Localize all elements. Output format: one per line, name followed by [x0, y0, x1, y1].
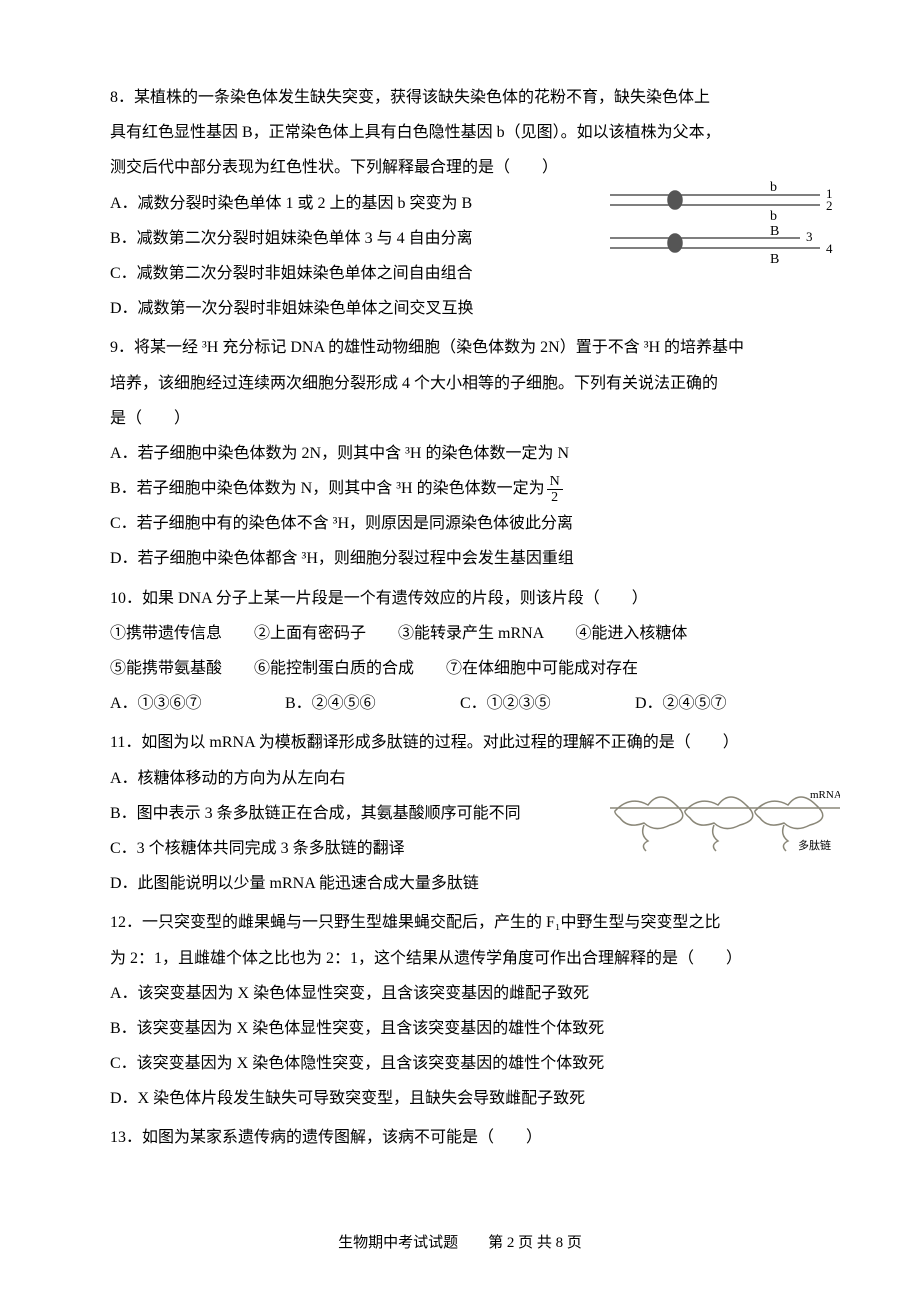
q12-option-d: D．X 染色体片段发生缺失可导致突变型，且缺失会导致雌配子致死	[110, 1081, 810, 1116]
question-13: 13．如图为某家系遗传病的遗传图解，该病不可能是（ ）	[110, 1120, 810, 1155]
label-B2: B	[770, 252, 779, 267]
q9-option-d: D．若子细胞中染色体都含 ³H，则细胞分裂过程中会发生基因重组	[110, 541, 810, 576]
ribosome-diagram-icon: mRNA 多肽链	[610, 783, 840, 853]
q12-stem-line1: 12．一只突变型的雌果蝇与一只野生型雄果蝇交配后，产生的 F₁中野生型与突变型之…	[110, 905, 810, 940]
question-9: 9．将某一经 ³H 充分标记 DNA 的雄性动物细胞（染色体数为 2N）置于不含…	[110, 330, 810, 576]
q9-b-text: B．若子细胞中染色体数为 N，则其中含 ³H 的染色体数一定为	[110, 480, 545, 497]
label-b1: b	[770, 180, 777, 195]
q10-option-d: D．②④⑤⑦	[635, 686, 810, 721]
q8-stem-line1: 8．某植株的一条染色体发生缺失突变，获得该缺失染色体的花粉不育，缺失染色体上	[110, 80, 810, 115]
q12-option-c: C．该突变基因为 X 染色体隐性突变，且含该突变基因的雄性个体致死	[110, 1046, 810, 1081]
q10-option-b: B．②④⑤⑥	[285, 686, 460, 721]
q9-stem-line1: 9．将某一经 ³H 充分标记 DNA 的雄性动物细胞（染色体数为 2N）置于不含…	[110, 330, 810, 365]
q9-option-c: C．若子细胞中有的染色体不含 ³H，则原因是同源染色体彼此分离	[110, 506, 810, 541]
question-8: 8．某植株的一条染色体发生缺失突变，获得该缺失染色体的花粉不育，缺失染色体上 具…	[110, 80, 810, 326]
q11-stem: 11．如图为以 mRNA 为模板翻译形成多肽链的过程。对此过程的理解不正确的是（…	[110, 725, 810, 760]
q9-stem-line2: 培养，该细胞经过连续两次细胞分裂形成 4 个大小相等的子细胞。下列有关说法正确的	[110, 366, 810, 401]
label-b2: b	[770, 209, 777, 224]
q10-option-a: A．①③⑥⑦	[110, 686, 285, 721]
label-3: 3	[806, 229, 813, 244]
question-10: 10．如果 DNA 分子上某一片段是一个有遗传效应的片段，则该片段（ ） ①携带…	[110, 581, 810, 722]
q12-option-a: A．该突变基因为 X 染色体显性突变，且含该突变基因的雌配子致死	[110, 976, 810, 1011]
q13-stem: 13．如图为某家系遗传病的遗传图解，该病不可能是（ ）	[110, 1120, 810, 1155]
q12-option-b: B．该突变基因为 X 染色体显性突变，且含该突变基因的雄性个体致死	[110, 1011, 810, 1046]
chromosome-diagram-icon: b b B B 1 2 3 4	[600, 180, 840, 270]
fraction-icon: N2	[547, 474, 563, 506]
q10-line2: ⑤能携带氨基酸 ⑥能控制蛋白质的合成 ⑦在体细胞中可能成对存在	[110, 651, 810, 686]
page-footer: 生物期中考试试题 第 2 页 共 8 页	[0, 1231, 920, 1252]
label-mrna: mRNA	[810, 789, 840, 801]
label-4: 4	[826, 241, 833, 256]
question-12: 12．一只突变型的雌果蝇与一只野生型雄果蝇交配后，产生的 F₁中野生型与突变型之…	[110, 905, 810, 1116]
q10-option-c: C．①②③⑤	[460, 686, 635, 721]
q12-stem-line2: 为 2：1，且雌雄个体之比也为 2：1，这个结果从遗传学角度可作出合理解释的是（…	[110, 941, 810, 976]
q8-stem-line2: 具有红色显性基因 B，正常染色体上具有白色隐性基因 b（见图）。如以该植株为父本…	[110, 115, 810, 150]
question-11: 11．如图为以 mRNA 为模板翻译形成多肽链的过程。对此过程的理解不正确的是（…	[110, 725, 810, 901]
q10-options-row: A．①③⑥⑦ B．②④⑤⑥ C．①②③⑤ D．②④⑤⑦	[110, 686, 810, 721]
q10-stem: 10．如果 DNA 分子上某一片段是一个有遗传效应的片段，则该片段（ ）	[110, 581, 810, 616]
label-chain: 多肽链	[798, 838, 831, 852]
q11-option-d: D．此图能说明以少量 mRNA 能迅速合成大量多肽链	[110, 866, 810, 901]
label-2: 2	[826, 198, 833, 213]
q10-line1: ①携带遗传信息 ②上面有密码子 ③能转录产生 mRNA ④能进入核糖体	[110, 616, 810, 651]
q9-option-a: A．若子细胞中染色体数为 2N，则其中含 ³H 的染色体数一定为 N	[110, 436, 810, 471]
q9-option-b: B．若子细胞中染色体数为 N，则其中含 ³H 的染色体数一定为N2	[110, 471, 810, 506]
q8-option-d: D．减数第一次分裂时非姐妹染色单体之间交叉互换	[110, 291, 810, 326]
q9-stem-line3: 是（ ）	[110, 401, 810, 436]
label-B1: B	[770, 224, 779, 239]
